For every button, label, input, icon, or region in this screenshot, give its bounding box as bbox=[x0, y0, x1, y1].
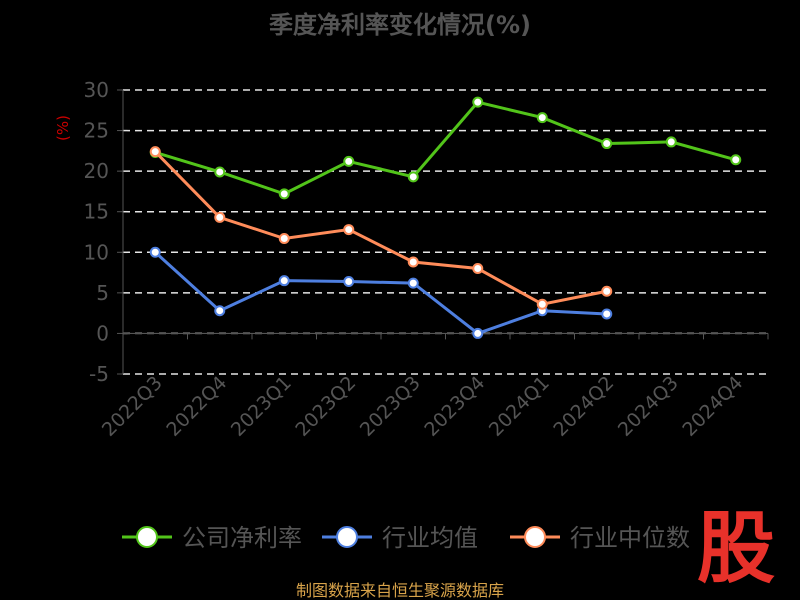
data-point[interactable] bbox=[601, 285, 613, 297]
data-source: 制图数据来自恒生聚源数据库 bbox=[296, 581, 504, 600]
legend-marker-icon bbox=[136, 526, 158, 548]
grid-lines bbox=[123, 89, 768, 375]
data-point[interactable] bbox=[536, 112, 548, 124]
y-tick-label: 15 bbox=[84, 200, 109, 224]
y-axis-unit: (%) bbox=[54, 115, 72, 141]
data-point[interactable] bbox=[214, 211, 226, 223]
data-point[interactable] bbox=[149, 246, 161, 258]
data-point[interactable] bbox=[730, 154, 742, 166]
y-tick-label: 5 bbox=[96, 281, 109, 305]
legend[interactable]: 公司净利率 行业均值 行业中位数 bbox=[122, 524, 690, 552]
series-line bbox=[154, 100, 737, 196]
x-tick-label: 2022Q4 bbox=[162, 372, 231, 441]
data-point[interactable] bbox=[407, 277, 419, 289]
legend-item[interactable]: 公司净利率 bbox=[122, 524, 302, 552]
y-tick-label: 30 bbox=[84, 78, 109, 102]
data-point[interactable] bbox=[343, 224, 355, 236]
data-point[interactable] bbox=[278, 275, 290, 287]
data-point[interactable] bbox=[665, 136, 677, 148]
series-line bbox=[154, 251, 607, 336]
x-tick-label: 2024Q1 bbox=[485, 372, 554, 441]
data-point[interactable] bbox=[601, 138, 613, 150]
data-point[interactable] bbox=[472, 263, 484, 275]
data-point[interactable] bbox=[472, 327, 484, 339]
data-point[interactable] bbox=[472, 96, 484, 108]
legend-label: 行业均值 bbox=[382, 524, 478, 552]
data-point[interactable] bbox=[536, 298, 548, 310]
series-line bbox=[154, 150, 608, 306]
x-tick-label: 2024Q3 bbox=[614, 372, 683, 441]
x-tick-label: 2024Q4 bbox=[678, 372, 747, 441]
y-tick-label: 0 bbox=[96, 321, 109, 345]
series-group bbox=[149, 96, 742, 339]
legend-item[interactable]: 行业中位数 bbox=[510, 524, 690, 552]
y-tick-label: -5 bbox=[89, 362, 109, 386]
series-1 bbox=[149, 246, 613, 339]
legend-item[interactable]: 行业均值 bbox=[322, 524, 478, 552]
legend-label: 公司净利率 bbox=[182, 524, 302, 552]
y-tick-label: 20 bbox=[84, 159, 109, 183]
data-point[interactable] bbox=[214, 166, 226, 178]
data-point[interactable] bbox=[278, 188, 290, 200]
y-tick-label: 10 bbox=[84, 240, 109, 264]
data-point[interactable] bbox=[278, 232, 290, 244]
data-point[interactable] bbox=[214, 305, 226, 317]
y-axis-ticks: 30 25 20 15 10 5 0 -5 bbox=[84, 78, 109, 386]
axes bbox=[117, 89, 769, 375]
data-point[interactable] bbox=[407, 256, 419, 268]
chart-title: 季度净利率变化情况(%) bbox=[269, 11, 531, 39]
x-tick-label: 2023Q3 bbox=[356, 372, 425, 441]
y-tick-label: 25 bbox=[84, 119, 109, 143]
data-point[interactable] bbox=[343, 155, 355, 167]
series-0 bbox=[149, 96, 742, 200]
legend-label: 行业中位数 bbox=[570, 524, 690, 552]
data-point[interactable] bbox=[149, 146, 161, 158]
x-tick-label: 2024Q2 bbox=[549, 372, 618, 441]
legend-marker-icon bbox=[524, 526, 546, 548]
data-point[interactable] bbox=[343, 275, 355, 287]
x-tick-label: 2023Q4 bbox=[420, 372, 489, 441]
x-tick-label: 2023Q2 bbox=[291, 372, 360, 441]
legend-marker-icon bbox=[336, 526, 358, 548]
data-point[interactable] bbox=[407, 171, 419, 183]
series-2 bbox=[149, 146, 613, 310]
data-point[interactable] bbox=[601, 308, 613, 320]
x-axis-ticks: 2022Q32022Q42023Q12023Q22023Q32023Q42024… bbox=[98, 372, 747, 441]
x-tick-label: 2023Q1 bbox=[227, 372, 296, 441]
logo-glyph: 股 bbox=[697, 504, 775, 594]
